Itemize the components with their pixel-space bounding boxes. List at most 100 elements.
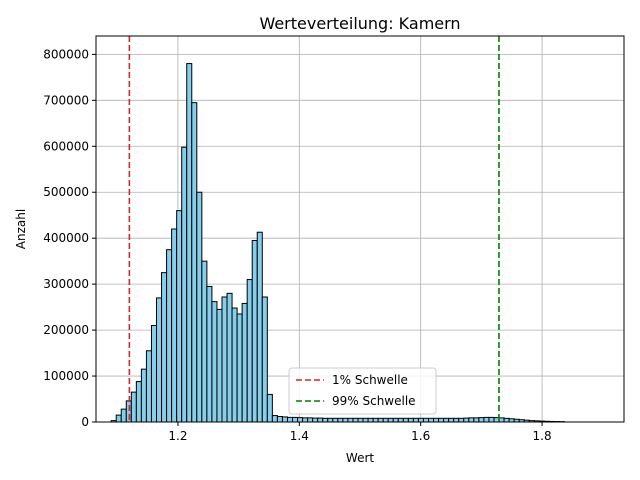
histogram-bar (458, 417, 465, 423)
histogram-bar (166, 249, 173, 423)
histogram-bar (171, 228, 178, 423)
histogram-bar (181, 146, 188, 423)
histogram-bar (130, 391, 137, 423)
histogram-bar (307, 417, 314, 423)
histogram-bar (362, 417, 369, 423)
histogram-bar (266, 393, 273, 423)
y-tick-label: 300000 (43, 277, 89, 291)
histogram-bar (397, 417, 404, 423)
histogram-bar (176, 210, 183, 423)
y-tick-label: 0 (81, 415, 89, 429)
histogram-bar (201, 260, 208, 423)
histogram-bar (226, 292, 233, 423)
y-tick-label: 400000 (43, 231, 89, 245)
histogram-bar (186, 63, 193, 423)
histogram-bar (382, 417, 389, 423)
histogram-bar (140, 368, 147, 423)
legend-label: 1% Schwelle (332, 373, 408, 387)
y-tick-label: 100000 (43, 369, 89, 383)
histogram-bar (276, 415, 283, 423)
histogram-bar (236, 313, 243, 423)
histogram-bar (206, 285, 213, 423)
histogram-bar (120, 408, 127, 423)
histogram-bar (387, 417, 394, 423)
histogram-bar (352, 417, 359, 423)
histogram-bar (367, 417, 374, 423)
histogram-bar (372, 417, 379, 423)
histogram-bar (196, 191, 203, 423)
histogram-bar (402, 417, 409, 423)
histogram-bar (377, 417, 384, 423)
histogram-bar (241, 302, 248, 423)
x-axis-label: Wert (346, 451, 374, 465)
chart-title: Werteverteilung: Kamern (259, 14, 460, 33)
histogram-bar (337, 417, 344, 423)
histogram-bar (438, 417, 445, 423)
legend-label: 99% Schwelle (332, 394, 416, 408)
histogram-bar (150, 325, 158, 423)
histogram-bar (191, 102, 198, 423)
histogram-bar (317, 417, 324, 423)
histogram-bar (292, 416, 299, 423)
y-tick-label: 600000 (43, 139, 89, 153)
y-tick-label: 700000 (43, 93, 89, 107)
histogram-bar (443, 417, 450, 423)
histogram-bar (156, 297, 163, 423)
histogram-bar (221, 296, 228, 423)
histogram-bar (216, 308, 223, 423)
histogram-bar (302, 417, 309, 423)
histogram-bar (246, 279, 253, 423)
histogram-bar (503, 417, 510, 423)
histogram-bar (422, 417, 430, 423)
histogram-bar (251, 239, 258, 423)
x-tick-label: 1.6 (411, 429, 430, 443)
plot-frame (95, 35, 625, 423)
x-axis-ticks: 1.2 1.4 1.6 1.8 (168, 422, 552, 443)
histogram-bar (417, 417, 424, 423)
histogram-bar (392, 417, 399, 423)
x-tick-label: 1.8 (533, 429, 552, 443)
histogram-bar (342, 417, 349, 423)
histogram-bar (428, 417, 435, 423)
legend: 1% Schwelle 99% Schwelle (288, 367, 437, 415)
histogram-bar (211, 301, 218, 423)
y-tick-label: 200000 (43, 323, 89, 337)
histogram-bar (433, 417, 440, 423)
histogram-bar (135, 381, 142, 423)
y-tick-label: 800000 (43, 47, 89, 61)
histogram-bar (357, 417, 364, 423)
histogram-bar (448, 417, 455, 423)
histogram-bar (463, 417, 470, 423)
histogram-bar (468, 417, 475, 423)
legend-box (288, 367, 437, 415)
histogram-bar (161, 272, 168, 423)
histogram-bar (488, 416, 495, 423)
y-axis-ticks: 0 100000 200000 300000 400000 500000 600000 700… (43, 47, 96, 429)
histogram-bar (281, 416, 288, 423)
y-axis-label: Anzahl (14, 209, 28, 249)
histogram-bar (483, 416, 490, 423)
histogram-bar (498, 417, 505, 423)
threshold-lines (128, 36, 500, 422)
histogram-bar (286, 416, 294, 423)
x-tick-label: 1.2 (168, 429, 187, 443)
histogram-bar (473, 417, 480, 423)
histogram-bar (332, 417, 339, 423)
histogram-bar (115, 414, 122, 423)
histogram-bar (271, 415, 278, 423)
histogram-bar (322, 417, 329, 423)
histogram-bar (412, 417, 419, 423)
histogram-bar (347, 417, 354, 423)
histogram-bar (145, 350, 152, 423)
histogram-bar (478, 417, 485, 423)
histogram-bar (327, 417, 334, 423)
histogram-bar (256, 231, 263, 423)
histogram-bar (297, 417, 304, 423)
x-tick-label: 1.4 (290, 429, 309, 443)
histogram-bar (312, 417, 319, 423)
y-tick-label: 500000 (43, 185, 89, 199)
histogram-bar (231, 307, 238, 423)
histogram-bar (407, 417, 414, 423)
histogram-bar (261, 296, 268, 423)
